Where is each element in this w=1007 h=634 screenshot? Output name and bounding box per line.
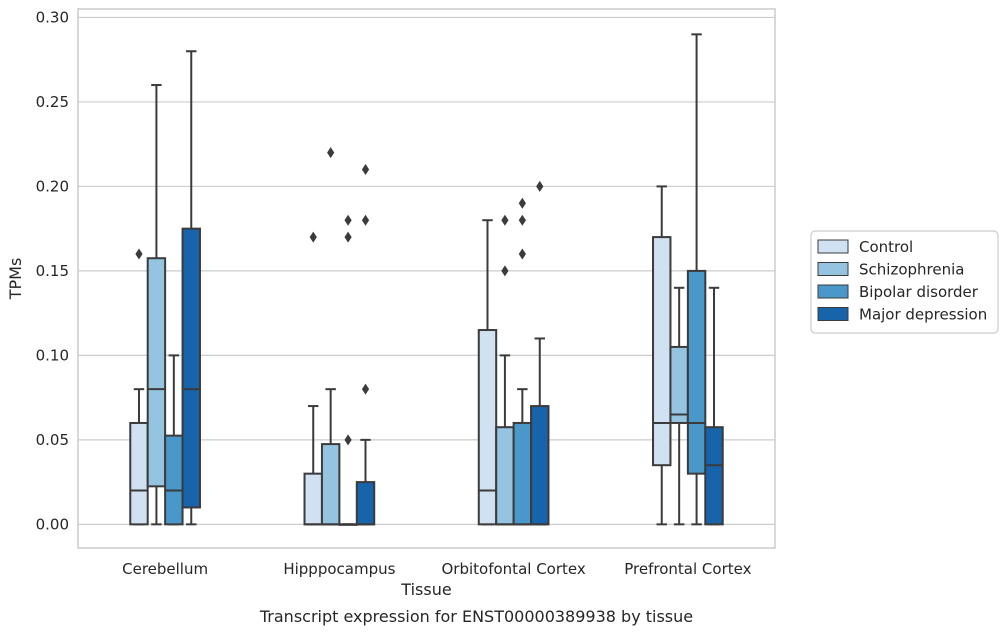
outlier-point	[501, 265, 509, 277]
y-tick-label: 0.10	[36, 346, 69, 364]
box	[669, 286, 689, 526]
x-tick-label: Cerebellum	[122, 560, 208, 578]
x-axis-title: Tissue	[400, 580, 451, 599]
x-tick-label: Orbitofontal Cortex	[442, 560, 586, 578]
outlier-point	[536, 180, 544, 192]
box	[181, 50, 201, 526]
y-tick-label: 0.00	[36, 515, 69, 533]
legend-swatch	[817, 284, 849, 299]
box	[164, 354, 184, 526]
outlier-point	[518, 214, 526, 226]
box-groups	[129, 33, 724, 526]
box	[338, 214, 358, 526]
box	[512, 197, 533, 526]
legend-label: Major depression	[859, 306, 987, 324]
y-tick-label: 0.30	[36, 8, 69, 26]
box	[686, 33, 707, 526]
box	[495, 214, 515, 526]
box	[477, 219, 498, 526]
box-body	[355, 481, 376, 526]
legend-swatch	[817, 307, 849, 321]
legend-label: Schizophrenia	[859, 261, 964, 279]
outlier-point	[518, 197, 526, 209]
outlier-point	[135, 248, 143, 260]
box-body	[164, 434, 184, 526]
outlier-point	[361, 164, 370, 176]
x-tick-labels: Cerebellum Hipppocampus Orbitofontal Corte…	[122, 560, 751, 578]
box-body	[530, 405, 550, 526]
box	[704, 286, 724, 526]
y-tick-label: 0.20	[36, 177, 69, 195]
outlier-point	[501, 214, 509, 226]
box	[530, 180, 550, 526]
box-body	[669, 345, 689, 424]
x-tick-label: Prefrontal Cortex	[624, 560, 751, 578]
box-body	[181, 227, 201, 509]
box	[355, 164, 376, 526]
y-tick-label: 0.25	[36, 93, 69, 111]
y-axis-title: TPMs	[6, 258, 25, 301]
outlier-point	[344, 214, 352, 226]
box-body	[652, 236, 672, 467]
box-body	[320, 443, 341, 526]
outlier-point	[361, 214, 370, 226]
box-body	[686, 269, 707, 475]
chart-caption: Transcript expression for ENST0000038993…	[259, 607, 693, 626]
y-tick-labels: 0.00 0.05 0.10 0.15 0.20 0.25 0.30	[36, 8, 69, 533]
legend-label: Bipolar disorder	[859, 283, 979, 301]
outlier-point	[361, 383, 370, 395]
x-tick-label: Hipppocampus	[283, 560, 395, 578]
box	[146, 84, 167, 526]
legend-frame	[810, 230, 999, 334]
y-tick-label: 0.15	[36, 262, 69, 280]
legend-swatch	[817, 262, 849, 276]
outlier-point	[344, 231, 352, 243]
box	[320, 147, 341, 526]
box-body	[303, 472, 323, 526]
outlier-point	[309, 231, 317, 243]
box	[129, 248, 149, 526]
legend-swatch	[817, 239, 849, 254]
outlier-point	[327, 147, 335, 159]
box-body	[146, 257, 167, 488]
box-body	[477, 329, 498, 526]
box-body	[495, 426, 515, 526]
outlier-point	[344, 434, 352, 446]
box	[652, 185, 672, 526]
legend-label: Control	[859, 238, 913, 256]
legend: Control Schizophrenia Bipolar disorder Majo…	[810, 230, 999, 334]
y-tick-label: 0.05	[36, 431, 69, 449]
box-body	[704, 426, 724, 526]
plot-area-frame	[77, 8, 776, 549]
box-body	[129, 421, 149, 526]
outlier-point	[518, 248, 526, 260]
box-body	[512, 421, 533, 526]
box	[303, 231, 323, 526]
